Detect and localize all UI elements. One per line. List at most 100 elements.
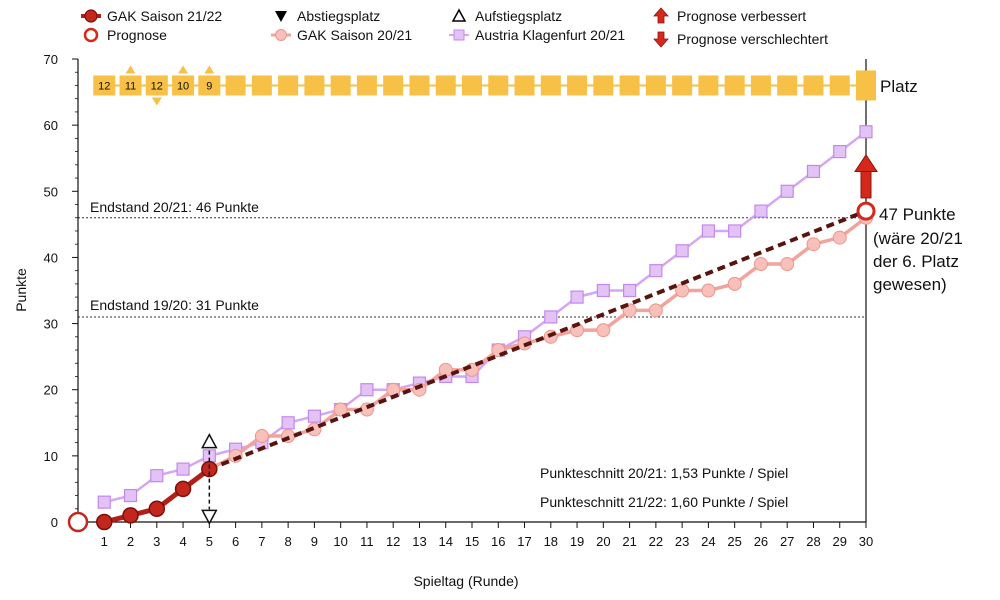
platz-box-empty: [435, 75, 456, 96]
legend-item: Prognose: [83, 27, 167, 43]
y-tick-label: 70: [44, 52, 58, 67]
prognose-start-point: [67, 511, 89, 533]
gak-2021-point: [648, 303, 663, 318]
legend-item: Abstiegsplatz: [275, 8, 380, 24]
y-tick-label: 60: [44, 118, 58, 133]
x-tick-label: 26: [754, 534, 768, 549]
platz-box-empty: [409, 75, 430, 96]
abstiegsplatz-marker: [201, 509, 218, 525]
klagenfurt-point: [675, 244, 689, 258]
x-tick-label: 3: [153, 534, 160, 549]
platz-box-empty: [724, 75, 745, 96]
y-axis-title: Punkte: [13, 268, 29, 312]
x-tick-label: 28: [806, 534, 820, 549]
legend-label: Prognose verbessert: [677, 8, 806, 24]
legend-swatch-circle: [275, 29, 287, 41]
platz-box-empty: [383, 75, 404, 96]
platz-box: [93, 75, 116, 96]
gak-2021-point: [254, 429, 269, 444]
platz-rank-label: 10: [177, 80, 189, 92]
platz-row: 12 11 12 10 9: [93, 65, 876, 106]
klagenfurt-point: [754, 204, 768, 218]
legend-item: Austria Klagenfurt 20/21: [449, 27, 625, 43]
legend-label: GAK Saison 21/22: [107, 8, 222, 24]
x-tick-label: 16: [491, 534, 505, 549]
legend-swatch-up-arrow: [653, 7, 669, 24]
legend-item: Aufstiegsplatz: [451, 8, 562, 24]
prognose-end-point: [856, 201, 876, 221]
y-tick-label: 30: [44, 317, 58, 332]
legend-swatch-up-triangle: [451, 8, 467, 22]
gak-2021-point: [333, 402, 348, 417]
x-tick-label: 11: [360, 534, 374, 549]
legend-label: Abstiegsplatz: [297, 8, 380, 24]
x-tick-label: 7: [258, 534, 265, 549]
y-tick-label: 40: [44, 250, 58, 265]
x-tick-label: 2: [127, 534, 134, 549]
legend-item: GAK Saison 21/22: [81, 8, 222, 24]
ref-line-label-1920: Endstand 19/20: 31 Punkte: [90, 297, 259, 313]
platz-box-empty: [462, 75, 482, 96]
klagenfurt-point: [806, 164, 821, 179]
legend-label: GAK Saison 20/21: [297, 27, 412, 43]
prognose-improved-arrow-head: [854, 154, 878, 172]
platz-down-indicator: [151, 97, 162, 106]
platz-box-empty: [567, 75, 588, 96]
platz-up-indicator: [178, 65, 189, 74]
platz-box-empty: [803, 75, 824, 96]
y-tick-label: 0: [51, 515, 58, 530]
platz-box-empty: [540, 75, 561, 96]
platz-box: [145, 75, 168, 96]
ref-line-label-2021: Endstand 20/21: 46 Punkte: [90, 199, 259, 215]
prognose-improved-arrow-shaft: [860, 170, 872, 199]
platz-box-empty: [278, 75, 299, 96]
legend-swatch-square: [453, 29, 465, 41]
x-tick-label: 10: [333, 534, 347, 549]
platz-box-empty: [672, 75, 693, 96]
legend-label: Austria Klagenfurt 20/21: [475, 27, 625, 43]
x-tick-label: 21: [622, 534, 636, 549]
klagenfurt-point: [281, 416, 295, 430]
platz-box-final: [856, 70, 876, 101]
x-tick-label: 29: [832, 534, 846, 549]
klagenfurt-point: [649, 264, 663, 278]
platz-rank-label: 9: [206, 80, 212, 92]
x-tick-label: 9: [311, 534, 318, 549]
x-tick-label: 24: [701, 534, 715, 549]
klagenfurt-point: [150, 469, 164, 483]
platz-label: Platz: [880, 77, 918, 96]
gak-2021-point: [832, 230, 847, 245]
klagenfurt-point: [176, 462, 190, 476]
platz-box-empty: [777, 75, 798, 96]
platz-rank-label: 12: [98, 80, 110, 92]
legend-label: Prognose verschlechtert: [677, 31, 828, 47]
prognose-annotation-line-4: gewesen): [873, 275, 947, 294]
klagenfurt-point: [780, 184, 794, 198]
gak-2021-point: [806, 237, 821, 252]
platz-box: [198, 75, 221, 96]
x-tick-label: 15: [465, 534, 479, 549]
legend-swatch-filled-circle: [84, 9, 98, 23]
legend-item: Prognose verschlechtert: [653, 31, 828, 48]
x-axis-title: Spieltag (Runde): [413, 573, 518, 589]
x-tick-label: 18: [544, 534, 558, 549]
gak-2021-point: [675, 283, 690, 298]
legend-label: Prognose: [107, 27, 167, 43]
klagenfurt-point: [570, 290, 584, 304]
markers-layer: [67, 154, 878, 533]
legend-label: Aufstiegsplatz: [475, 8, 562, 24]
platz-box-empty: [251, 75, 272, 96]
avg-2122-label: Punkteschnitt 21/22: 1,60 Punkte / Spiel: [540, 494, 788, 510]
platz-box: [172, 75, 195, 96]
platz-box-empty: [330, 75, 351, 96]
series-layer: [96, 125, 873, 531]
platz-box-empty: [225, 75, 246, 96]
x-tick-label: 5: [206, 534, 213, 549]
y-tick-label: 20: [44, 383, 58, 398]
gak-2122-point: [174, 480, 192, 498]
x-tick-label: 27: [780, 534, 794, 549]
x-tick-label: 25: [727, 534, 741, 549]
x-tick-label: 17: [517, 534, 531, 549]
x-tick-label: 22: [649, 534, 663, 549]
